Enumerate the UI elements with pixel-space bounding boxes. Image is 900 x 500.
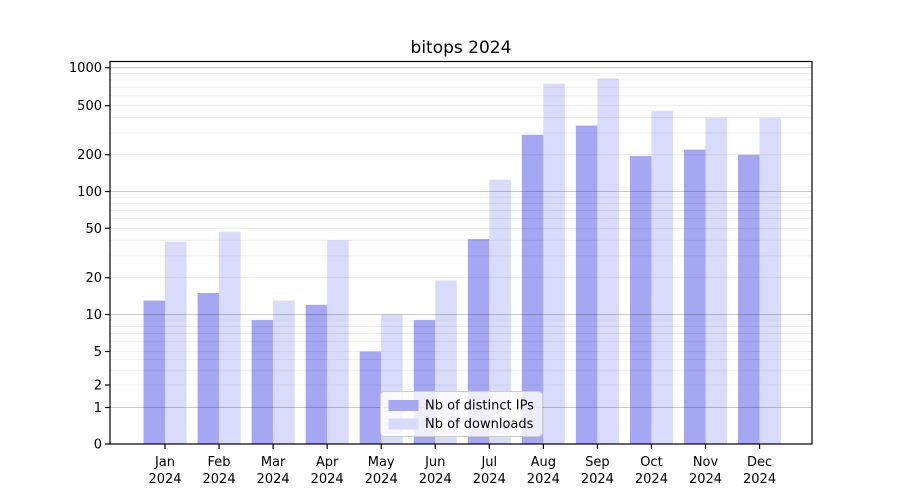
bar-apr-nb-of-downloads: [327, 240, 349, 444]
bar-dec-nb-of-distinct-ips: [738, 154, 760, 444]
bar-dec-nb-of-downloads: [759, 117, 782, 444]
bar-nov-nb-of-downloads: [705, 117, 727, 444]
x-tick-label-month: Jan: [154, 455, 175, 470]
bar-jan-nb-of-downloads: [165, 241, 187, 444]
bar-apr-nb-of-distinct-ips: [305, 304, 328, 444]
x-tick-label-year: 2024: [743, 472, 776, 487]
bar-sep-nb-of-downloads: [597, 78, 619, 444]
x-tick-label-month: Feb: [208, 455, 231, 470]
x-tick-label-year: 2024: [203, 472, 236, 487]
bar-feb-nb-of-distinct-ips: [197, 292, 220, 444]
y-tick-label: 500: [77, 99, 102, 114]
x-tick-label-month: Dec: [747, 455, 772, 470]
legend-label-nb-of-distinct-ips: Nb of distinct IPs: [425, 399, 534, 414]
x-tick-label-year: 2024: [581, 472, 614, 487]
y-tick-label: 1: [94, 401, 102, 416]
x-tick-label-year: 2024: [635, 472, 668, 487]
y-tick-label: 200: [77, 148, 102, 163]
x-tick-label-month: Apr: [316, 455, 339, 470]
x-tick-label-month: Mar: [261, 455, 286, 470]
bar-mar-nb-of-distinct-ips: [251, 320, 274, 444]
bar-aug-nb-of-downloads: [543, 83, 565, 444]
x-tick-label-month: Jul: [480, 455, 497, 470]
bar-feb-nb-of-downloads: [219, 231, 241, 444]
bar-jan-nb-of-distinct-ips: [143, 300, 165, 444]
x-tick-label-month: Sep: [585, 455, 610, 470]
legend-swatch-nb-of-downloads: [388, 418, 419, 430]
y-tick-label: 1000: [69, 61, 102, 76]
x-tick-label-year: 2024: [689, 472, 722, 487]
x-tick-label-month: May: [368, 455, 395, 470]
bar-oct-nb-of-downloads: [651, 110, 673, 444]
x-tick-label-year: 2024: [148, 472, 181, 487]
bar-oct-nb-of-distinct-ips: [629, 156, 652, 444]
y-tick-label: 0: [94, 438, 102, 453]
chart-title: bitops 2024: [411, 38, 512, 58]
x-tick-label-month: Nov: [693, 455, 719, 470]
bar-jul-nb-of-downloads: [489, 179, 511, 444]
bar-aug-nb-of-distinct-ips: [521, 134, 544, 445]
x-tick-label-year: 2024: [365, 472, 398, 487]
bar-mar-nb-of-downloads: [273, 300, 295, 444]
y-tick-label: 100: [77, 185, 102, 200]
x-tick-label-year: 2024: [257, 472, 290, 487]
bar-may-nb-of-distinct-ips: [359, 351, 382, 444]
y-tick-label: 50: [85, 222, 102, 237]
legend-box: [380, 391, 543, 437]
y-tick-label: 5: [94, 345, 102, 360]
plot-frame: [109, 60, 813, 445]
x-tick-label-month: Jun: [424, 455, 445, 470]
legend-swatch-nb-of-distinct-ips: [388, 400, 419, 411]
x-tick-label-year: 2024: [419, 472, 452, 487]
x-tick-label-month: Aug: [531, 455, 556, 470]
y-tick-label: 10: [85, 308, 102, 323]
y-tick-label: 20: [85, 271, 102, 286]
x-tick-label-month: Oct: [640, 455, 662, 470]
x-tick-label-year: 2024: [527, 472, 560, 487]
legend-label-nb-of-downloads: Nb of downloads: [425, 417, 534, 432]
x-tick-label-year: 2024: [311, 472, 344, 487]
bar-sep-nb-of-distinct-ips: [575, 125, 598, 444]
y-tick-label: 2: [94, 379, 102, 394]
x-tick-label-year: 2024: [473, 472, 506, 487]
bar-nov-nb-of-distinct-ips: [684, 149, 706, 444]
